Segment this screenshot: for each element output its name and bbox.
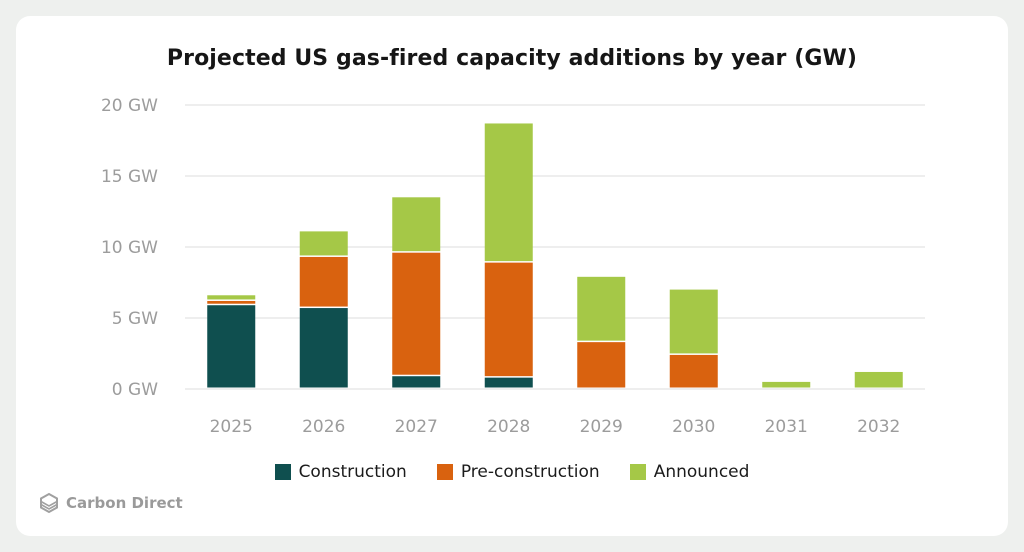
legend-item-construction[interactable]: Construction <box>274 462 407 482</box>
legend-swatch-pre-construction <box>436 464 453 480</box>
legend-label: Pre-construction <box>460 462 600 482</box>
x-tick-label: 2028 <box>487 417 530 437</box>
legend-item-announced[interactable]: Announced <box>629 462 750 482</box>
bar-announced-2027 <box>392 197 441 252</box>
x-axis-ticks: 2025 2026 2027 2028 2029 2030 2031 2032 <box>210 417 901 437</box>
legend-swatch-announced <box>629 464 646 480</box>
bar-pre-construction-2030 <box>669 354 718 388</box>
legend-label: Construction <box>298 462 407 482</box>
bar-construction-2028 <box>484 377 533 388</box>
bar-announced-2029 <box>577 276 626 341</box>
bar-construction-2026 <box>299 308 348 388</box>
brand-name: Carbon Direct <box>66 494 183 512</box>
chart-title: Projected US gas-fired capacity addition… <box>166 46 858 71</box>
x-tick-label: 2025 <box>210 417 253 437</box>
y-axis-ticks: 0 GW 5 GW 10 GW 15 GW 20 GW <box>101 96 158 400</box>
y-tick-label: 10 GW <box>101 238 158 258</box>
carbon-direct-logo-icon <box>40 492 58 514</box>
bars <box>207 123 903 388</box>
legend-label: Announced <box>653 462 750 482</box>
legend-swatch-construction <box>274 464 291 480</box>
bar-announced-2032 <box>854 371 903 388</box>
y-tick-label: 5 GW <box>112 309 158 329</box>
bar-announced-2026 <box>299 231 348 256</box>
y-tick-label: 20 GW <box>101 96 158 116</box>
x-tick-label: 2031 <box>765 417 808 437</box>
x-tick-label: 2026 <box>302 417 345 437</box>
y-tick-label: 0 GW <box>112 380 158 400</box>
x-tick-label: 2027 <box>395 417 438 437</box>
brand-logo: Carbon Direct <box>38 492 183 514</box>
bar-pre-construction-2028 <box>484 262 533 377</box>
bar-pre-construction-2026 <box>299 256 348 307</box>
bar-pre-construction-2027 <box>392 252 441 375</box>
bar-pre-construction-2029 <box>577 342 626 388</box>
bar-announced-2030 <box>669 289 718 354</box>
x-tick-label: 2032 <box>857 417 900 437</box>
gridlines <box>185 104 925 390</box>
bar-announced-2025 <box>207 295 256 300</box>
x-tick-label: 2029 <box>580 417 623 437</box>
legend: Construction Pre-construction Announced <box>0 462 1024 482</box>
x-tick-label: 2030 <box>672 417 715 437</box>
bar-announced-2031 <box>762 381 811 388</box>
legend-item-pre-construction[interactable]: Pre-construction <box>436 462 600 482</box>
bar-announced-2028 <box>484 123 533 262</box>
y-tick-label: 15 GW <box>101 167 158 187</box>
bar-pre-construction-2025 <box>207 300 256 304</box>
bar-construction-2027 <box>392 376 441 388</box>
bar-construction-2025 <box>207 305 256 388</box>
